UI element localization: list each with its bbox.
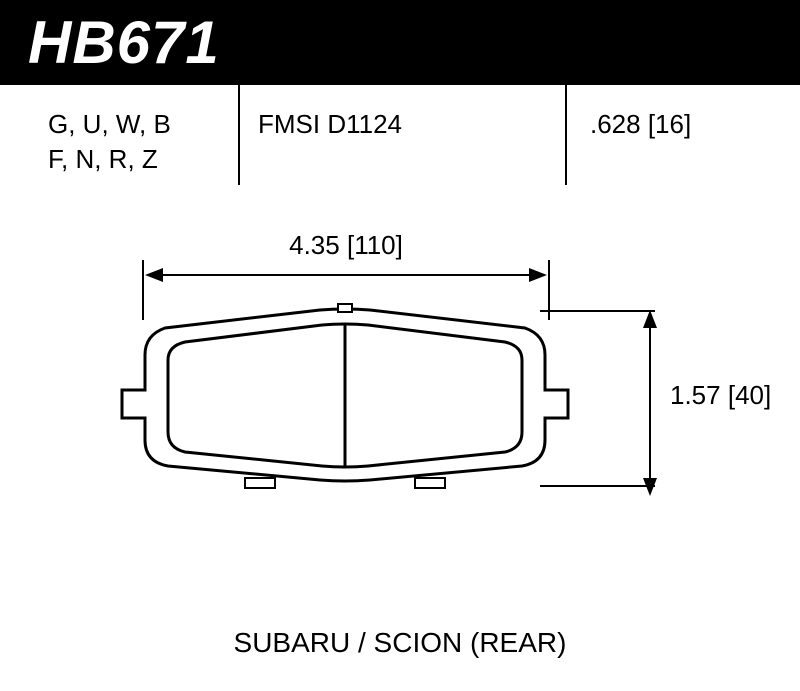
width-dimension-label: 4.35 [110] [145, 230, 547, 261]
diagram-area: 4.35 [110] [0, 230, 800, 600]
divider-2 [565, 85, 567, 185]
divider-1 [238, 85, 240, 185]
application-label: SUBARU / SCION (REAR) [0, 627, 800, 659]
compounds-line-1: G, U, W, B [48, 107, 171, 142]
fmsi-column: FMSI D1124 [258, 107, 402, 142]
compounds-line-2: F, N, R, Z [48, 142, 171, 177]
header-bar: HB671 [0, 0, 800, 85]
part-number: HB671 [28, 8, 220, 77]
height-dimension-label: 1.57 [40] [670, 380, 771, 411]
brake-pad-outline [110, 300, 580, 500]
thickness-column: .628 [16] [590, 107, 691, 142]
info-row: G, U, W, B F, N, R, Z FMSI D1124 .628 [1… [0, 85, 800, 205]
compounds-column: G, U, W, B F, N, R, Z [48, 107, 171, 177]
thickness-value: .628 [16] [590, 107, 691, 142]
fmsi-value: FMSI D1124 [258, 107, 402, 142]
height-dimension: 1.57 [40] [600, 310, 780, 490]
